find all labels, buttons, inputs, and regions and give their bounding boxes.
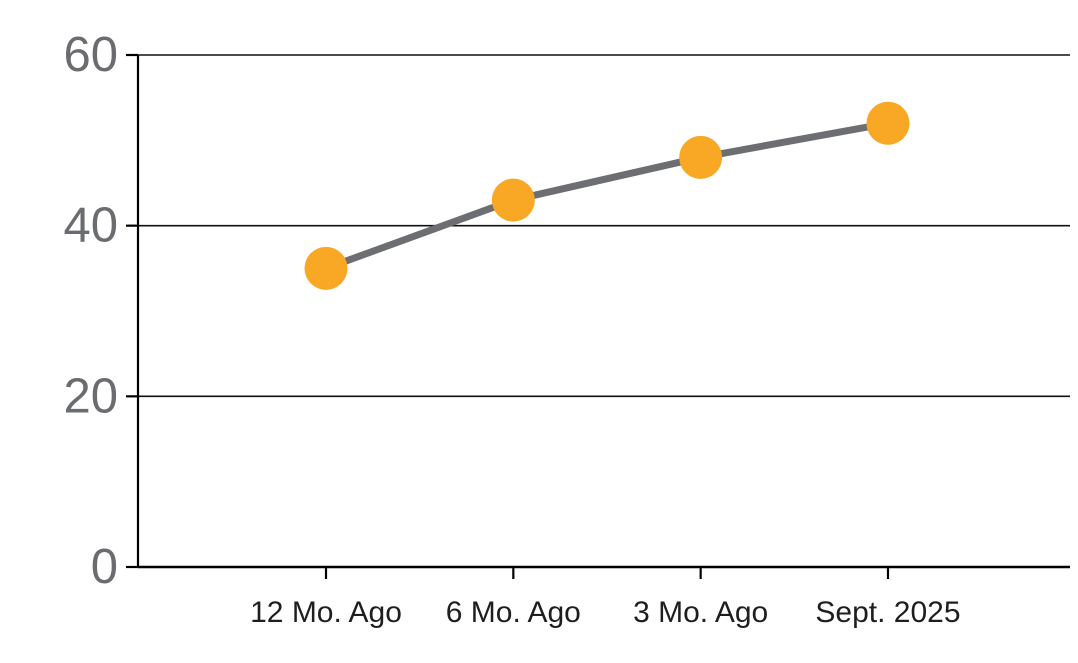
y-tick-label: 40: [63, 199, 118, 253]
x-tick-label: Sept. 2025: [815, 596, 960, 629]
y-tick-label: 60: [63, 28, 118, 82]
x-tick-label: 3 Mo. Ago: [633, 596, 768, 629]
x-tick-label: 12 Mo. Ago: [250, 596, 402, 629]
data-point: [679, 135, 723, 179]
x-tick-label: 6 Mo. Ago: [446, 596, 581, 629]
data-line: [322, 119, 892, 272]
data-point: [304, 246, 348, 290]
y-tick-label: 20: [63, 369, 118, 423]
data-point: [866, 101, 910, 145]
y-tick-label: 0: [91, 540, 118, 594]
data-point: [491, 178, 535, 222]
